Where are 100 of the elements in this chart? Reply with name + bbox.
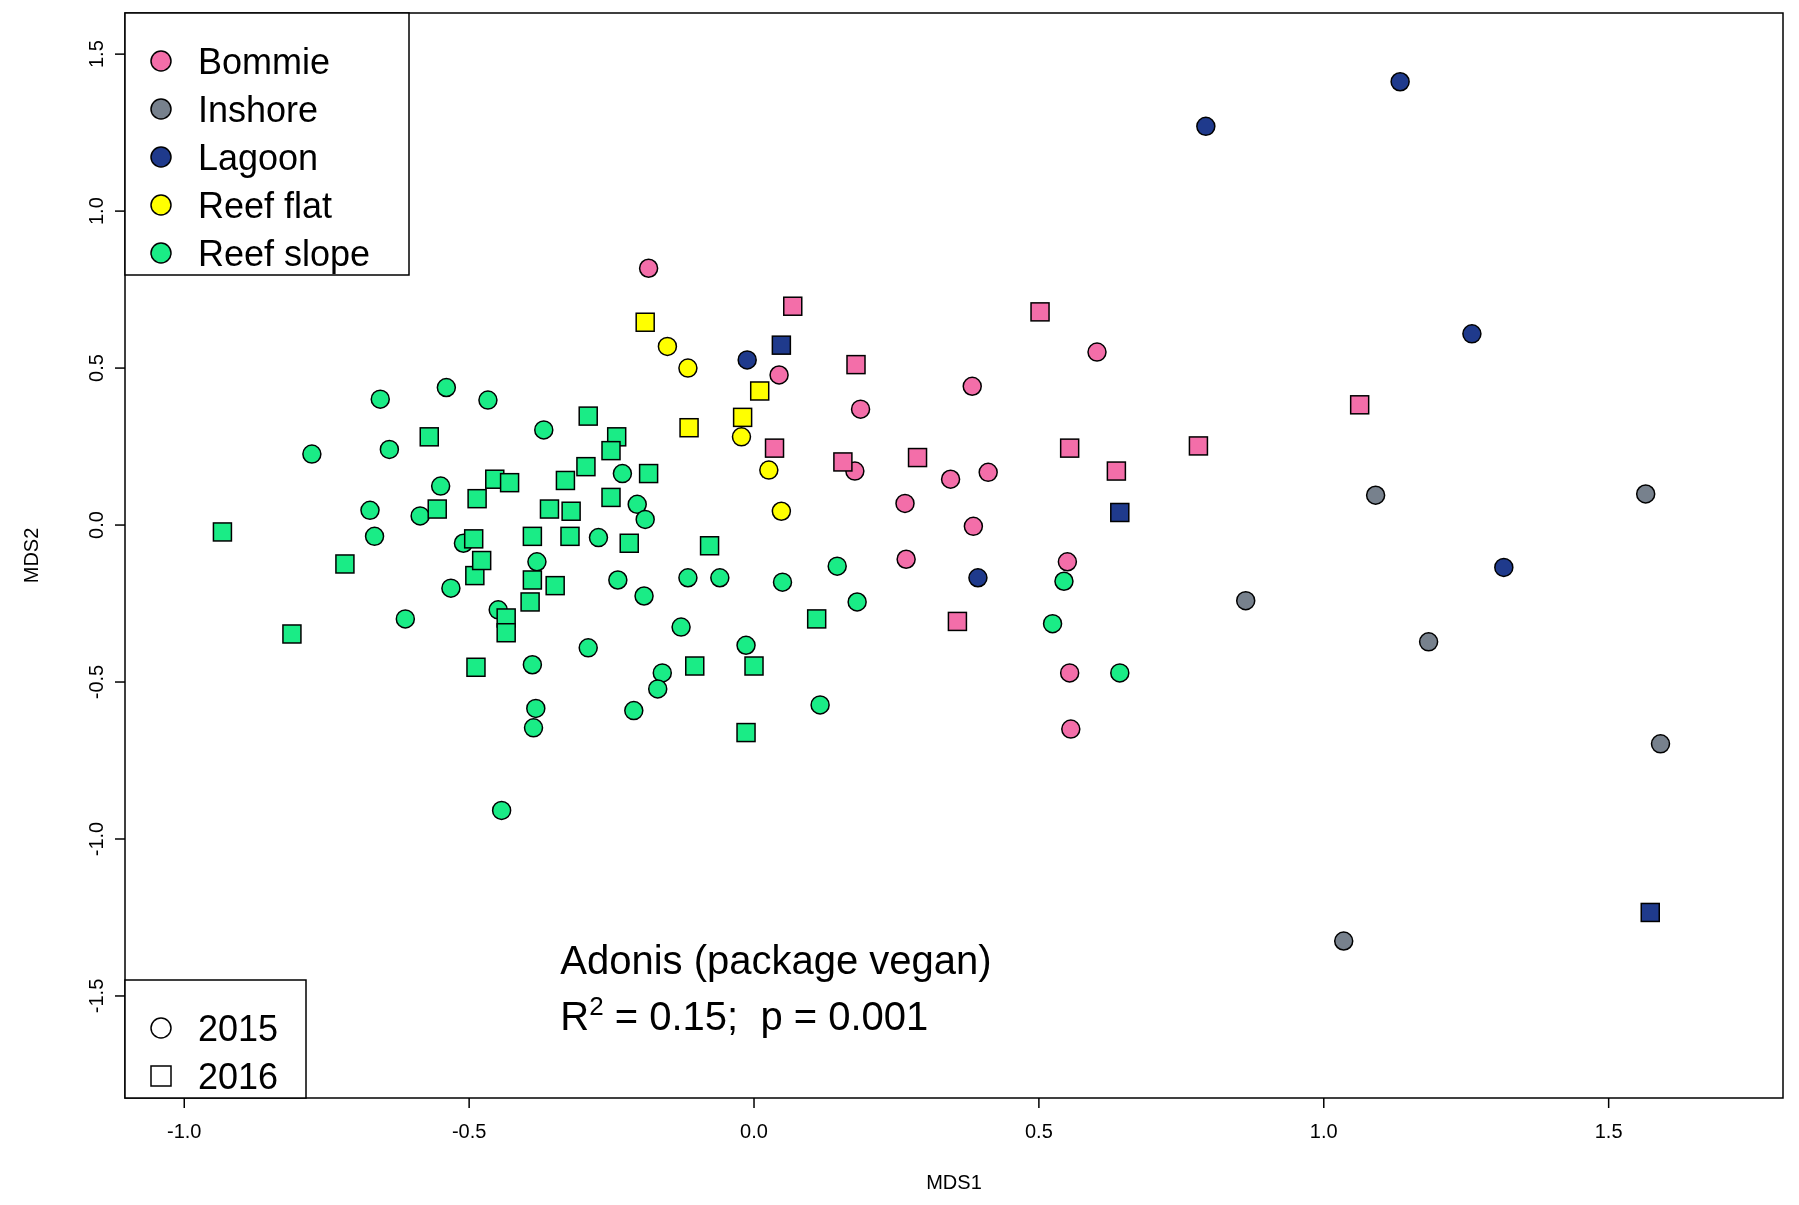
point	[526, 698, 546, 719]
point	[769, 365, 789, 385]
y-axis-title: MDS2	[20, 527, 42, 584]
point	[759, 460, 779, 480]
point	[522, 570, 543, 590]
point	[561, 501, 581, 521]
point	[635, 509, 655, 530]
point	[427, 499, 447, 519]
point	[895, 493, 915, 514]
point	[467, 488, 487, 509]
point	[678, 568, 698, 588]
point	[1640, 902, 1660, 923]
point	[522, 655, 543, 675]
x-tick-label: -1.0	[167, 1120, 202, 1142]
point	[1110, 663, 1130, 683]
point	[940, 469, 961, 489]
y-tick-label: 0.5	[85, 354, 107, 382]
point	[395, 609, 416, 629]
point	[744, 656, 764, 676]
point	[657, 336, 678, 357]
point	[523, 718, 544, 738]
point	[1635, 484, 1656, 504]
legend-label: Bommie	[198, 41, 331, 82]
point	[608, 570, 628, 590]
y-tick-label: 1.0	[85, 197, 107, 226]
point	[846, 354, 866, 375]
point	[833, 452, 853, 472]
x-tick-label: -0.5	[451, 1120, 487, 1142]
point	[699, 536, 720, 556]
point	[520, 592, 540, 612]
point	[806, 609, 827, 629]
point	[496, 622, 516, 643]
point	[1349, 395, 1370, 415]
point	[1494, 557, 1514, 578]
point	[612, 463, 633, 484]
annotation: Adonis (package vegan)	[560, 937, 992, 982]
point	[679, 417, 699, 438]
point	[1087, 342, 1107, 362]
point	[771, 335, 792, 355]
y-tick-label: -0.5	[85, 664, 107, 700]
point	[601, 440, 621, 461]
point	[555, 470, 576, 491]
point	[588, 527, 609, 548]
point	[1106, 461, 1127, 481]
point	[847, 592, 867, 612]
point	[1188, 436, 1209, 456]
point	[360, 500, 380, 521]
point	[678, 358, 698, 378]
x-tick-label: 1.0	[1309, 1120, 1338, 1142]
legend-label: Reef flat	[198, 185, 333, 226]
point	[907, 447, 928, 468]
point	[652, 663, 673, 683]
x-tick-label: 0.0	[740, 1120, 768, 1142]
point	[370, 389, 390, 409]
point	[1390, 72, 1410, 92]
point	[685, 656, 705, 676]
point	[627, 494, 647, 515]
point	[638, 258, 659, 278]
point	[463, 529, 484, 549]
point	[578, 638, 598, 658]
y-tick-label: -1.5	[85, 978, 107, 1014]
point	[827, 556, 847, 576]
point	[1059, 663, 1080, 683]
point	[635, 312, 655, 332]
point	[771, 501, 792, 521]
point	[850, 399, 871, 419]
point	[1462, 324, 1482, 344]
point	[335, 554, 355, 574]
point	[410, 506, 430, 526]
point	[710, 568, 730, 588]
point	[772, 572, 793, 592]
point	[749, 381, 770, 401]
point	[619, 533, 639, 554]
point	[522, 526, 543, 547]
point	[282, 624, 302, 644]
point	[783, 296, 803, 316]
point	[436, 377, 457, 398]
y-tick-label: 1.5	[85, 40, 107, 69]
point	[968, 568, 988, 588]
point	[737, 350, 757, 370]
point	[1042, 613, 1063, 634]
point	[578, 406, 598, 426]
point	[364, 526, 385, 547]
point	[379, 439, 400, 460]
point	[539, 499, 560, 519]
y-tick-label: -1.0	[85, 821, 107, 857]
point	[624, 700, 644, 721]
point	[560, 526, 580, 547]
point	[527, 552, 547, 572]
point	[545, 575, 565, 596]
point	[478, 390, 498, 410]
point	[1030, 302, 1050, 322]
point	[1110, 502, 1130, 523]
point	[671, 617, 691, 637]
point	[1333, 931, 1354, 951]
legend-label: Reef slope	[198, 233, 371, 274]
point	[1059, 438, 1080, 458]
point	[1365, 485, 1386, 505]
point	[441, 578, 461, 598]
point	[1235, 590, 1256, 611]
